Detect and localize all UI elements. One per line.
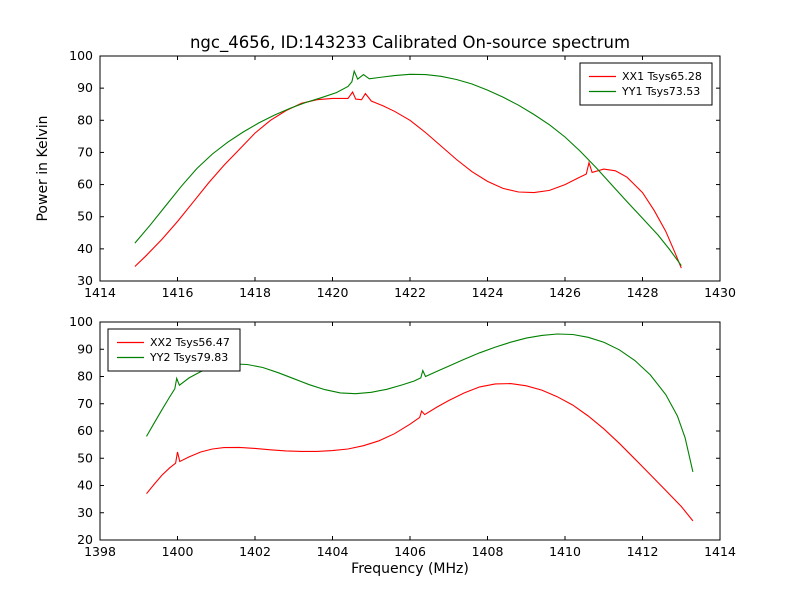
y-tick-label: 40: [77, 478, 93, 493]
x-axis-label: Frequency (MHz): [351, 561, 469, 577]
legend-label: XX1 Tsys65.28: [622, 70, 702, 83]
x-tick-label: 1416: [162, 285, 194, 300]
x-tick-label: 1398: [84, 544, 116, 559]
legend-label: YY2 Tsys79.83: [149, 351, 228, 364]
y-tick-label: 70: [77, 396, 93, 411]
y-tick-label: 100: [69, 48, 93, 63]
x-tick-label: 1410: [549, 544, 581, 559]
series-line-xx2: [146, 383, 694, 522]
x-tick-label: 1424: [472, 285, 504, 300]
series-line-yy2: [146, 333, 694, 473]
figure-title: ngc_4656, ID:143233 Calibrated On-source…: [190, 33, 630, 53]
bottom-subplot: 1398 1400 1402 1404 1406 1408 1410 1412 1414 20 30…: [69, 314, 736, 559]
y-axis-label: Power in Kelvin: [35, 115, 51, 221]
x-tick-label: 1412: [627, 544, 659, 559]
x-tick-label: 1408: [472, 544, 504, 559]
x-tick-label: 1414: [84, 285, 116, 300]
series-line-yy1: [134, 69, 682, 266]
legend: XX1 Tsys65.28 YY1 Tsys73.53: [579, 62, 713, 106]
legend-box: [107, 328, 241, 372]
x-tick-label: 1400: [162, 544, 194, 559]
x-tick-label: 1428: [627, 285, 659, 300]
x-tick-label: 1426: [549, 285, 581, 300]
y-tick-label: 60: [77, 423, 93, 438]
y-tick-label: 20: [77, 532, 93, 547]
y-tick-label: 30: [77, 505, 93, 520]
x-tick-label: 1418: [239, 285, 271, 300]
x-tick-label: 1406: [394, 544, 426, 559]
legend-label: YY1 Tsys73.53: [621, 85, 700, 98]
x-tick-label: 1402: [239, 544, 271, 559]
y-tick-label: 60: [77, 177, 93, 192]
x-tick-label: 1404: [317, 544, 349, 559]
y-tick-label: 30: [77, 273, 93, 288]
legend-label: XX2 Tsys56.47: [150, 336, 230, 349]
top-subplot: 1414 1416 1418 1420 1422 1424 1426 1428 1430 30 40…: [69, 48, 736, 300]
x-tick-label: 1430: [704, 285, 736, 300]
y-tick-label: 70: [77, 144, 93, 159]
y-tick-label: 100: [69, 314, 93, 329]
series-line-xx1: [134, 90, 682, 269]
legend-box: [579, 62, 713, 106]
x-tick-label: 1422: [394, 285, 426, 300]
x-tick-label: 1414: [704, 544, 736, 559]
legend: XX2 Tsys56.47 YY2 Tsys79.83: [107, 328, 241, 372]
y-tick-label: 80: [77, 112, 93, 127]
y-tick-label: 40: [77, 241, 93, 256]
y-tick-label: 80: [77, 369, 93, 384]
y-tick-label: 90: [77, 341, 93, 356]
y-tick-label: 90: [77, 80, 93, 95]
y-tick-label: 50: [77, 450, 93, 465]
x-tick-label: 1420: [317, 285, 349, 300]
y-tick-label: 50: [77, 209, 93, 224]
